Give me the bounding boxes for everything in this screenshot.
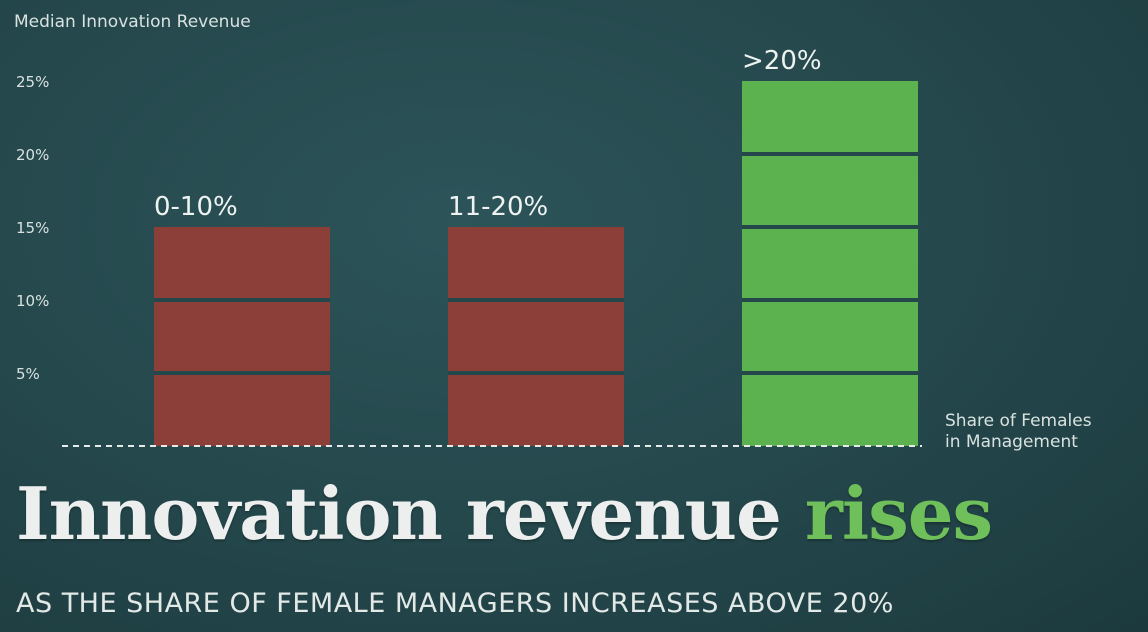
bar-chart: Median Innovation Revenue 5% 10% 15% 20% 25%… [14,12,1092,452]
bar-segment [742,227,918,300]
y-tick-label: 15% [16,219,49,237]
bars [154,81,918,446]
x-axis-label-line-2: in Management [945,432,1078,452]
headline-main: Innovation revenue [16,471,782,556]
headline-accent: rises [804,471,993,556]
bar-segment [154,300,330,373]
bar [448,227,624,446]
y-tick-label: 10% [16,292,49,310]
category-labels: 0-10% 11-20% >20% [154,46,822,222]
y-tick-label: 5% [16,365,40,383]
headline: Innovation revenue rises [16,478,993,550]
category-label: 11-20% [448,192,548,222]
bar-segment [154,373,330,446]
bar-segment [742,373,918,446]
y-tick-label: 20% [16,146,49,164]
bar [154,227,330,446]
bar-segment [742,300,918,373]
category-label: 0-10% [154,192,238,222]
bar-segment [742,81,918,154]
category-label: >20% [742,46,822,76]
x-axis-label-line-1: Share of Females [945,411,1092,431]
y-axis-ticks: 5% 10% 15% 20% 25% [16,73,49,383]
y-axis-label: Median Innovation Revenue [14,12,251,32]
bar-segment [448,227,624,300]
bar-segment [448,300,624,373]
bar-segment [154,227,330,300]
subtitle: AS THE SHARE OF FEMALE MANAGERS INCREASE… [16,588,894,619]
y-tick-label: 25% [16,73,49,91]
bar-segment [448,373,624,446]
bar [742,81,918,446]
bar-segment [742,154,918,227]
